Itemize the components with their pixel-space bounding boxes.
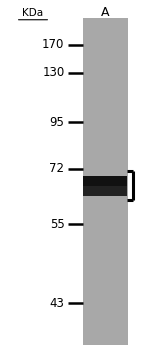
Text: 130: 130 (42, 66, 64, 79)
Bar (82, 18, 128, 345)
Bar (82, 176, 127, 186)
Text: A: A (101, 6, 109, 19)
Text: 95: 95 (50, 116, 64, 129)
Bar (82, 186, 127, 196)
Text: 72: 72 (50, 162, 64, 175)
Text: 43: 43 (50, 297, 64, 310)
Text: 55: 55 (50, 218, 64, 231)
Text: 170: 170 (42, 38, 64, 51)
Text: KDa: KDa (22, 8, 44, 18)
